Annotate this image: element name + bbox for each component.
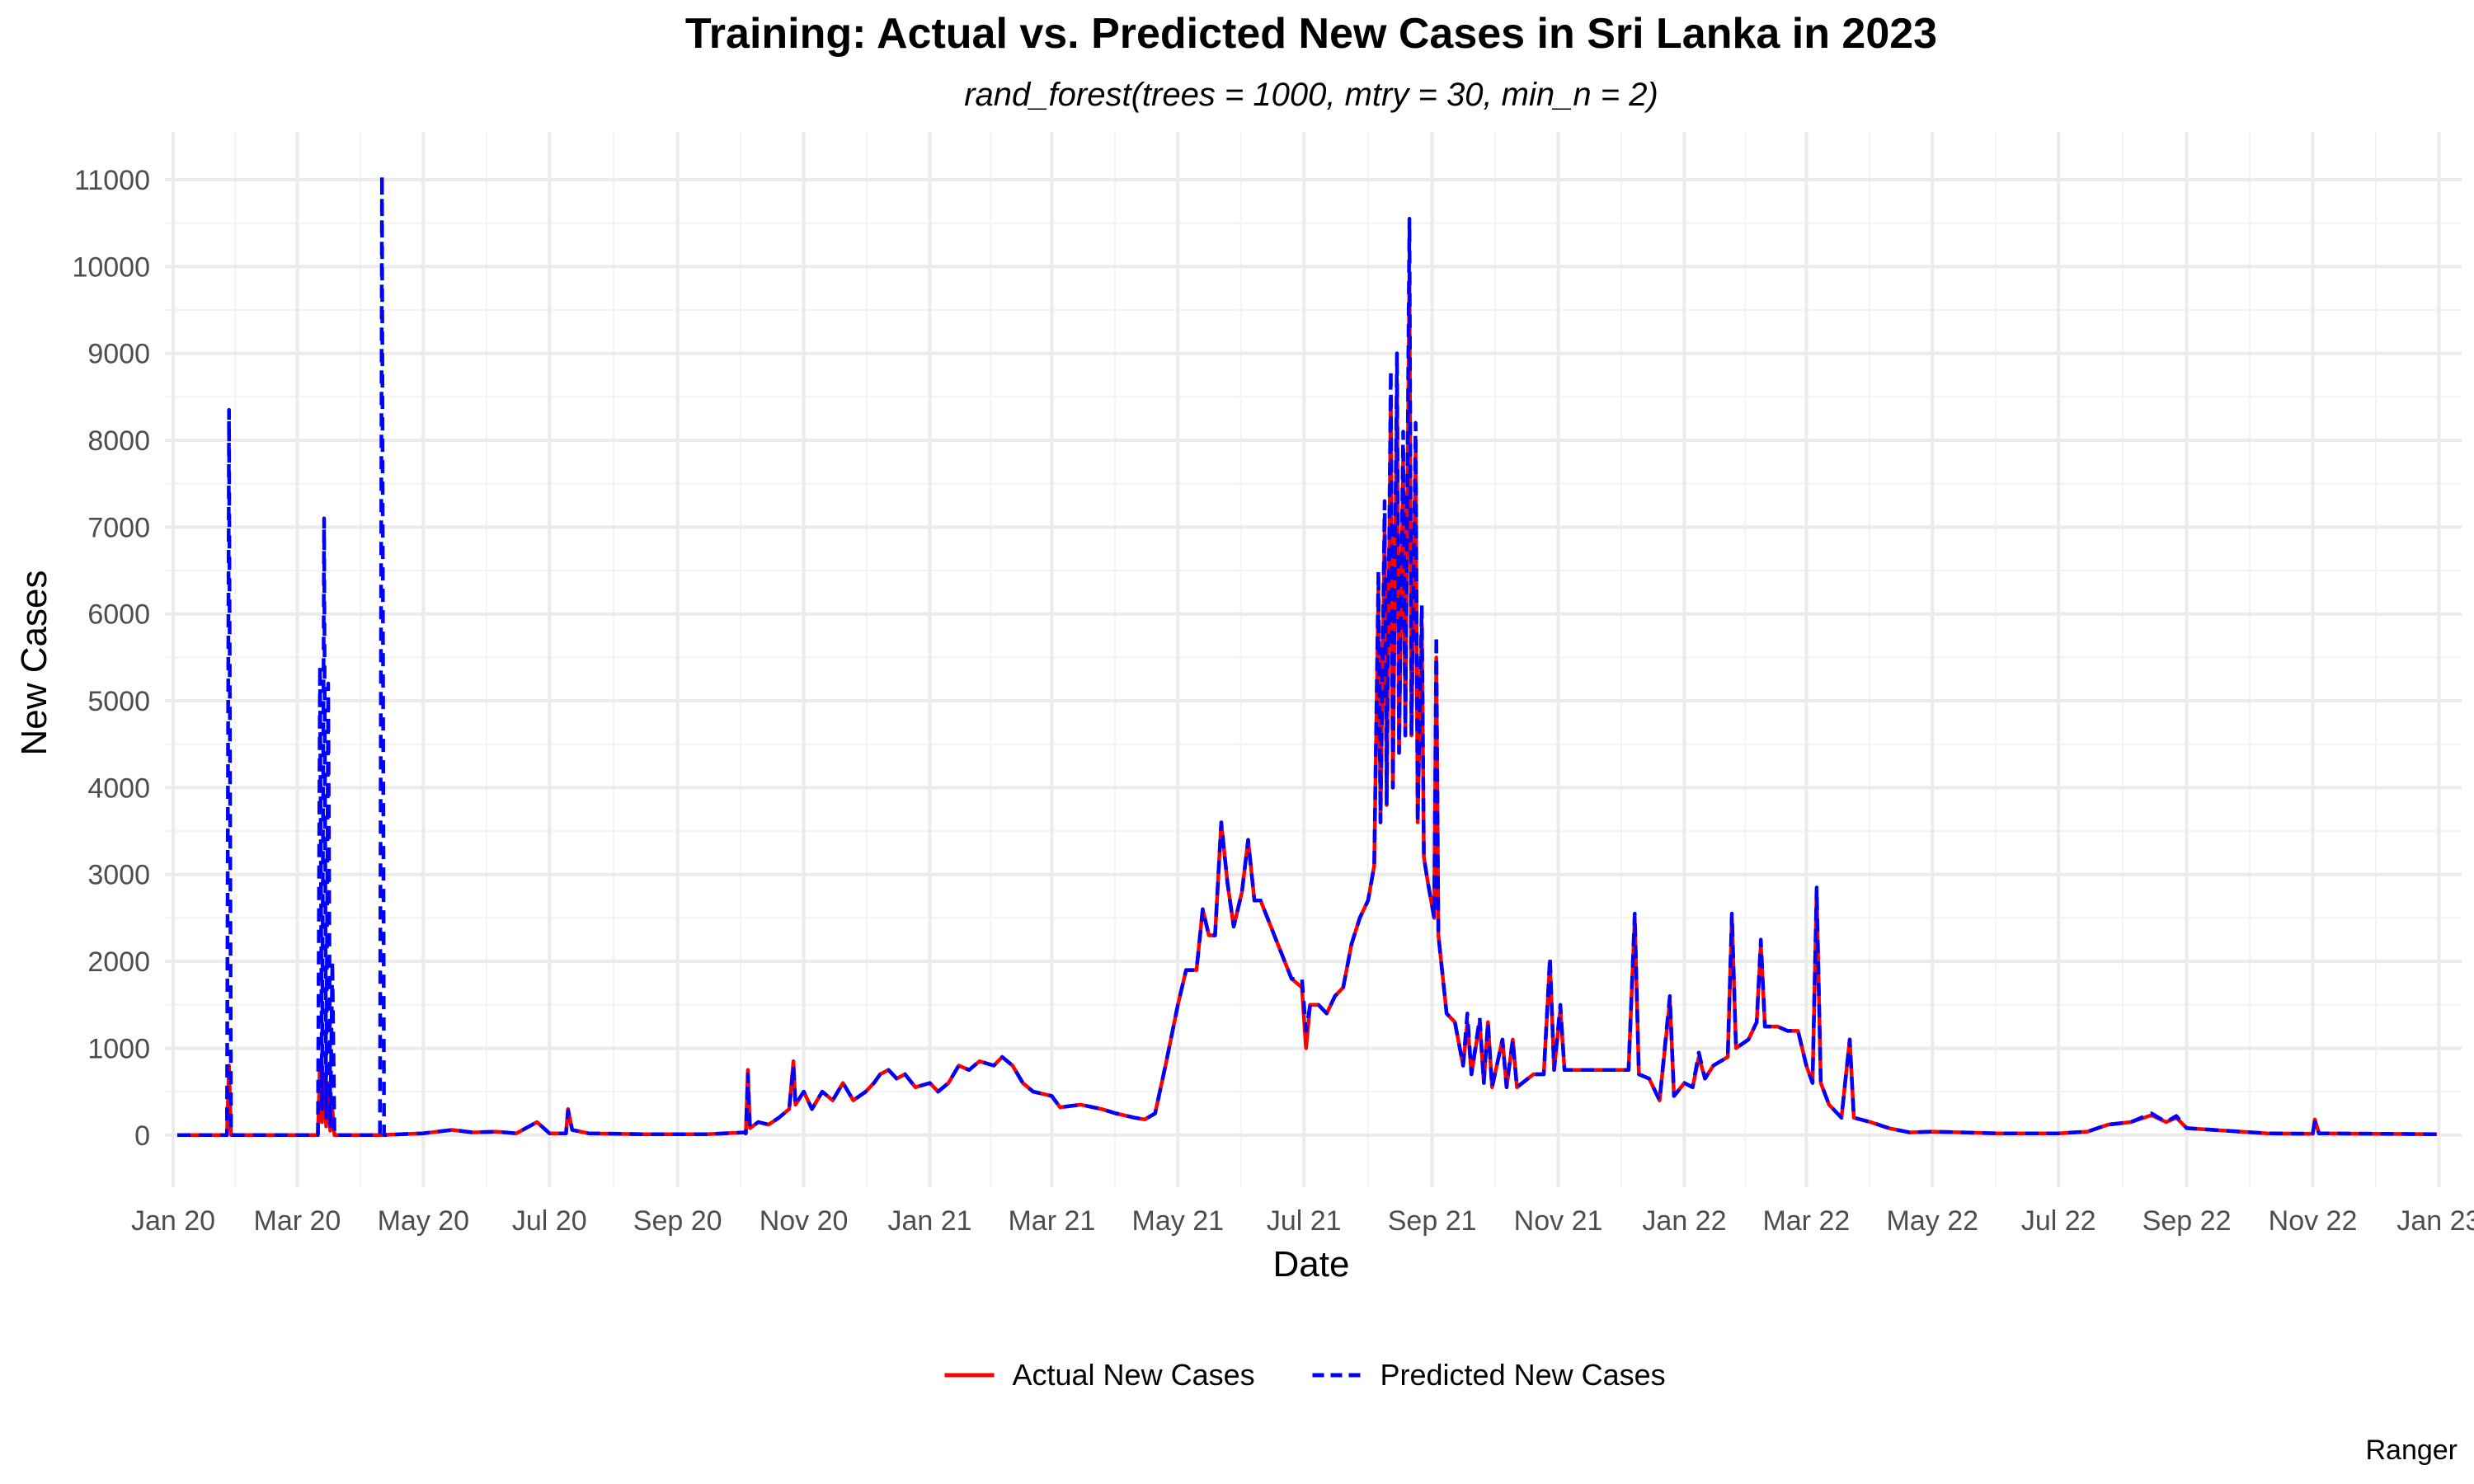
- x-tick-label: Mar 21: [1008, 1205, 1095, 1237]
- x-tick-label: Jan 20: [131, 1205, 215, 1237]
- y-tick-label: 3000: [87, 860, 150, 891]
- x-tick-label: Mar 22: [1762, 1205, 1850, 1237]
- x-tick-label: Sep 20: [633, 1205, 722, 1237]
- y-tick-label: 10000: [72, 251, 150, 283]
- legend-label: Actual New Cases: [1013, 1358, 1255, 1392]
- y-tick-label: 7000: [87, 512, 150, 543]
- legend: Actual New Cases Predicted New Cases: [944, 1358, 1666, 1392]
- x-tick-label: Jul 22: [2021, 1205, 2096, 1237]
- y-tick-label: 8000: [87, 425, 150, 457]
- legend-label: Predicted New Cases: [1380, 1358, 1666, 1392]
- x-tick-label: Sep 22: [2142, 1205, 2232, 1237]
- series-line-predicted-new-cases: [177, 173, 2437, 1138]
- y-tick-label: 6000: [87, 599, 150, 631]
- y-tick-label: 2000: [87, 946, 150, 978]
- x-tick-label: May 20: [378, 1205, 470, 1237]
- caption: Ranger: [2365, 1435, 2458, 1466]
- x-axis-title: Date: [1273, 1244, 1350, 1284]
- x-tick-label: Jan 22: [1642, 1205, 1726, 1237]
- major-gridlines-x: [172, 132, 2441, 1187]
- x-tick-label: Jan 21: [887, 1205, 971, 1237]
- y-tick-label: 11000: [74, 165, 150, 196]
- minor-gridlines-x: [234, 132, 2377, 1187]
- y-tick-label: 9000: [87, 339, 150, 370]
- x-tick-label: Jul 20: [512, 1205, 587, 1237]
- x-tick-label: Mar 20: [254, 1205, 341, 1237]
- x-tick-label: May 21: [1132, 1205, 1225, 1237]
- y-tick-label: 5000: [87, 686, 150, 717]
- chart-subtitle: rand_forest(trees = 1000, mtry = 30, min…: [964, 77, 1658, 113]
- x-tick-label: Nov 21: [1514, 1205, 1603, 1237]
- x-tick-label: May 22: [1887, 1205, 1979, 1237]
- y-tick-label: 1000: [87, 1033, 150, 1064]
- x-tick-label: Nov 22: [2269, 1205, 2358, 1237]
- x-tick-label: Jul 21: [1267, 1205, 1342, 1237]
- y-tick-label: 0: [134, 1120, 150, 1152]
- y-tick-label: 4000: [87, 773, 150, 804]
- y-axis-title: New Cases: [14, 571, 54, 756]
- x-axis-tick-labels: Jan 20 Mar 20 May 20 Jul 20 Sep 20 Nov 20 Jan …: [131, 1205, 2474, 1237]
- series-layer: [177, 173, 2437, 1138]
- y-axis-tick-labels: 0 1000 2000 3000 4000 5000 6000 7000 8000 9000 100…: [72, 165, 150, 1152]
- x-tick-label: Jan 23: [2396, 1205, 2474, 1237]
- chart-title: Training: Actual vs. Predicted New Cases…: [685, 10, 1937, 58]
- x-tick-label: Nov 20: [760, 1205, 849, 1237]
- x-tick-label: Sep 21: [1388, 1205, 1477, 1237]
- major-gridlines-y: [165, 177, 2462, 1137]
